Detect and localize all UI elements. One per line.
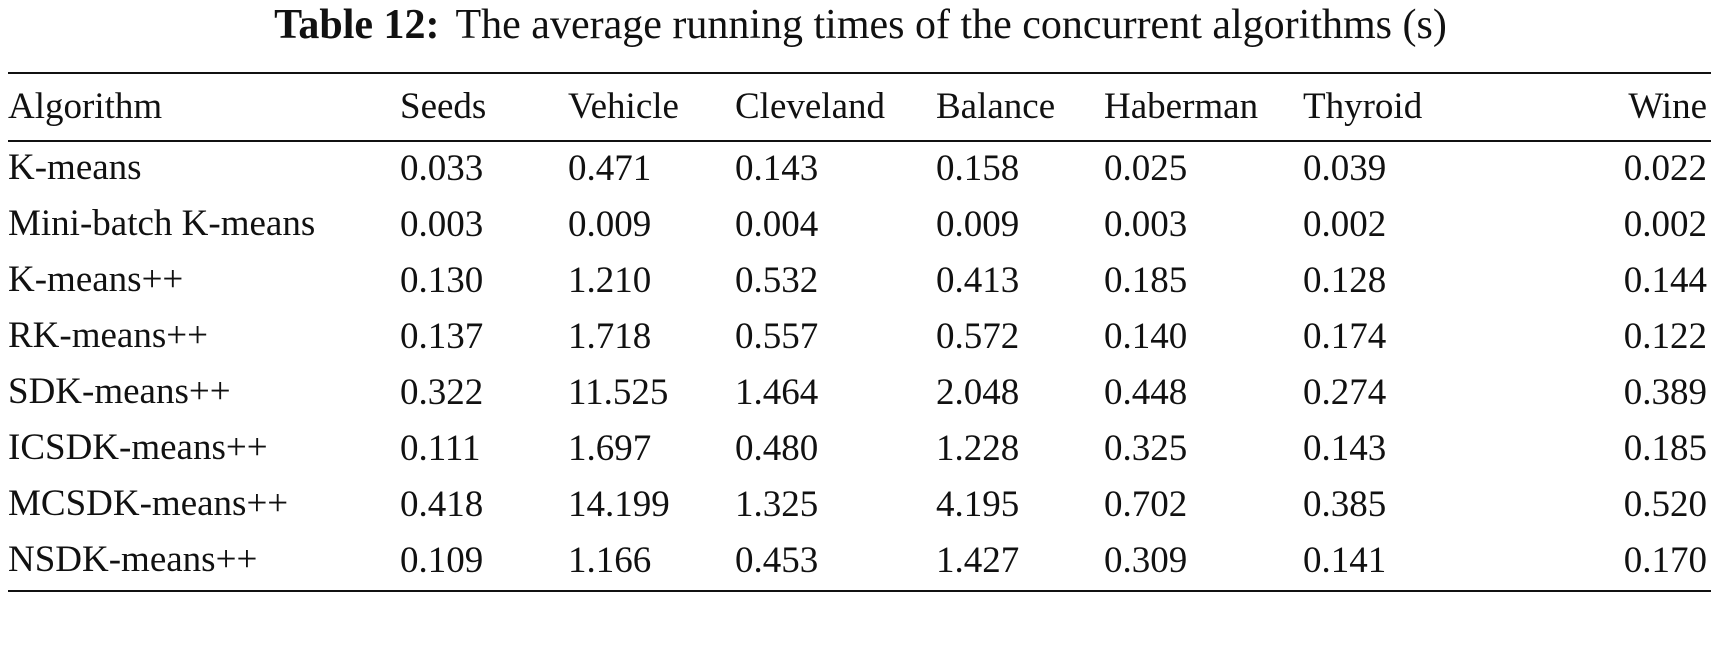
table-caption: Table 12: The average running times of th… <box>0 1 1721 49</box>
time-cell-balance: 1.427 <box>936 540 1020 581</box>
column-header-seeds: Seeds <box>400 86 487 127</box>
time-cell-seeds: 0.130 <box>400 260 484 301</box>
algorithm-cell: Mini-batch K-means <box>8 203 316 244</box>
table-row: K-means++ 0.130 1.210 0.532 0.413 0.185 0.128 0… <box>8 254 1711 310</box>
time-cell-cleveland: 0.004 <box>735 204 819 245</box>
table-row: MCSDK-means++ 0.418 14.199 1.325 4.195 0.702 0… <box>8 478 1711 534</box>
time-cell-vehicle: 1.210 <box>568 260 652 301</box>
table-row: RK-means++ 0.137 1.718 0.557 0.572 0.140 0.174… <box>8 310 1711 366</box>
running-times-table: Algorithm Seeds Vehicle Cleveland Balance Hab… <box>8 72 1711 592</box>
time-cell-thyroid: 0.039 <box>1303 148 1387 189</box>
time-cell-haberman: 0.702 <box>1104 484 1188 525</box>
time-cell-balance: 0.158 <box>936 148 1020 189</box>
time-cell-wine: 0.002 <box>1623 204 1707 245</box>
time-cell-seeds: 0.418 <box>400 484 484 525</box>
time-cell-wine: 0.022 <box>1623 148 1707 189</box>
time-cell-cleveland: 0.557 <box>735 316 819 357</box>
time-cell-cleveland: 1.325 <box>735 484 819 525</box>
time-cell-cleveland: 0.480 <box>735 428 819 469</box>
time-cell-haberman: 0.325 <box>1104 428 1188 469</box>
time-cell-vehicle: 1.166 <box>568 540 652 581</box>
caption-label: Table 12: <box>274 2 440 48</box>
time-cell-wine: 0.144 <box>1623 260 1707 301</box>
algorithm-cell: SDK-means++ <box>8 371 231 412</box>
time-cell-cleveland: 0.143 <box>735 148 819 189</box>
table-row: K-means 0.033 0.471 0.143 0.158 0.025 0.039 0.0… <box>8 141 1711 198</box>
time-cell-balance: 4.195 <box>936 484 1020 525</box>
time-cell-wine: 0.170 <box>1623 540 1707 581</box>
time-cell-balance: 0.413 <box>936 260 1020 301</box>
time-cell-cleveland: 0.532 <box>735 260 819 301</box>
algorithm-cell: K-means++ <box>8 259 184 300</box>
time-cell-vehicle: 1.718 <box>568 316 652 357</box>
table-header-row: Algorithm Seeds Vehicle Cleveland Balance Hab… <box>8 73 1711 141</box>
time-cell-wine: 0.389 <box>1623 372 1707 413</box>
column-header-haberman: Haberman <box>1104 86 1259 127</box>
time-cell-vehicle: 11.525 <box>568 372 669 413</box>
column-header-wine: Wine <box>1628 86 1707 127</box>
time-cell-haberman: 0.025 <box>1104 148 1188 189</box>
time-cell-wine: 0.185 <box>1623 428 1707 469</box>
time-cell-cleveland: 0.453 <box>735 540 819 581</box>
algorithm-cell: ICSDK-means++ <box>8 427 268 468</box>
time-cell-vehicle: 0.009 <box>568 204 652 245</box>
time-cell-balance: 0.572 <box>936 316 1020 357</box>
time-cell-seeds: 0.033 <box>400 148 484 189</box>
time-cell-haberman: 0.140 <box>1104 316 1188 357</box>
time-cell-balance: 0.009 <box>936 204 1020 245</box>
time-cell-thyroid: 0.385 <box>1303 484 1387 525</box>
time-cell-vehicle: 0.471 <box>568 148 652 189</box>
time-cell-vehicle: 14.199 <box>568 484 670 525</box>
time-cell-wine: 0.122 <box>1623 316 1707 357</box>
time-cell-thyroid: 0.143 <box>1303 428 1387 469</box>
time-cell-wine: 0.520 <box>1623 484 1707 525</box>
algorithm-cell: MCSDK-means++ <box>8 483 289 524</box>
table-row: ICSDK-means++ 0.111 1.697 0.480 1.228 0.325 0.… <box>8 422 1711 478</box>
algorithm-cell: NSDK-means++ <box>8 539 258 580</box>
time-cell-thyroid: 0.174 <box>1303 316 1387 357</box>
time-cell-haberman: 0.309 <box>1104 540 1188 581</box>
time-cell-seeds: 0.322 <box>400 372 484 413</box>
algorithm-cell: K-means <box>8 147 142 188</box>
time-cell-seeds: 0.111 <box>400 428 481 469</box>
table-row: Mini-batch K-means 0.003 0.009 0.004 0.009 0.… <box>8 198 1711 254</box>
time-cell-thyroid: 0.002 <box>1303 204 1387 245</box>
column-header-balance: Balance <box>936 86 1056 127</box>
time-cell-balance: 2.048 <box>936 372 1020 413</box>
time-cell-balance: 1.228 <box>936 428 1020 469</box>
caption-text: The average running times of the concurr… <box>455 2 1447 48</box>
time-cell-vehicle: 1.697 <box>568 428 652 469</box>
table-row: NSDK-means++ 0.109 1.166 0.453 1.427 0.309 0.1… <box>8 534 1711 591</box>
time-cell-cleveland: 1.464 <box>735 372 819 413</box>
time-cell-seeds: 0.137 <box>400 316 484 357</box>
table-body: K-means 0.033 0.471 0.143 0.158 0.025 0.039 0.0… <box>8 141 1711 591</box>
time-cell-thyroid: 0.274 <box>1303 372 1387 413</box>
time-cell-haberman: 0.448 <box>1104 372 1188 413</box>
algorithm-cell: RK-means++ <box>8 315 208 356</box>
time-cell-haberman: 0.003 <box>1104 204 1188 245</box>
column-header-cleveland: Cleveland <box>735 86 886 127</box>
time-cell-seeds: 0.003 <box>400 204 484 245</box>
column-header-vehicle: Vehicle <box>568 86 679 127</box>
column-header-thyroid: Thyroid <box>1303 86 1423 127</box>
time-cell-thyroid: 0.128 <box>1303 260 1387 301</box>
column-header-algorithm: Algorithm <box>8 86 163 127</box>
time-cell-haberman: 0.185 <box>1104 260 1188 301</box>
time-cell-seeds: 0.109 <box>400 540 484 581</box>
table-row: SDK-means++ 0.322 11.525 1.464 2.048 0.448 0.2… <box>8 366 1711 422</box>
time-cell-thyroid: 0.141 <box>1303 540 1387 581</box>
